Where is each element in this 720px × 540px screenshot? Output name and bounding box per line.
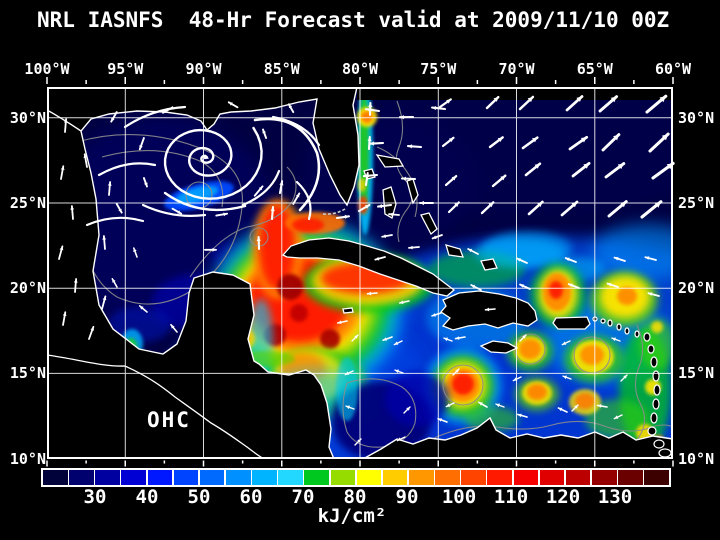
island-lesser-antilles [650,412,658,424]
lat-tick-label: 15°N [9,364,46,383]
colorbar-cell [539,470,565,485]
colorbar-tick-label: 70 [291,486,315,508]
island-lesser-antilles [647,344,655,354]
colorbar-tick-label: 120 [545,486,581,508]
pacific-coastline [47,354,266,459]
colorbar-cell [69,470,94,485]
colorbar-tick-label: 60 [239,486,263,508]
island-puerto-rico [552,316,591,330]
grid-lines [47,87,673,459]
colorbar-tick-label: 80 [343,486,367,508]
lon-tick-label: 70°W [498,60,535,78]
island-lesser-antilles [653,439,665,449]
colorbar-cell [147,470,173,485]
island-lesser-antilles [643,332,651,342]
island-turks-caicos [480,258,498,271]
axis-ticks [46,77,674,467]
island-lesser-antilles [652,370,660,382]
island-bahamas [445,244,464,258]
map-border [47,87,673,459]
lon-tick-label: 80°W [341,60,379,78]
lat-tick-label: 30°N [678,108,715,127]
colorbar-units-label: kJ/cm² [317,505,387,527]
island-bahamas [375,154,405,168]
colorbar-cell [252,470,277,485]
lat-tick-label: 10°N [678,449,715,468]
island-lesser-antilles [616,323,622,331]
colorbar [41,468,671,487]
cyclone-spiral [85,105,321,227]
map-panel: OHC [46,77,675,467]
colorbar-cell [199,470,225,485]
colorbar-cell [382,470,408,485]
current-vectors [58,94,675,446]
lat-tick-label: 15°N [678,364,715,383]
island-lesser-antilles [658,448,672,458]
lat-tick-label: 25°N [9,194,46,212]
map-canvas: OHC [46,77,675,467]
colorbar-cell [43,470,68,485]
colorbar-tick-label: 100 [441,486,477,508]
colorbar-cell [95,470,120,485]
island-lesser-antilles [607,319,613,327]
florida-keys [322,208,346,215]
colorbar-cell [225,470,251,485]
colorbar-cell [304,470,330,485]
lat-tick-label: 10°N [9,449,46,468]
colorbar-cell [591,470,617,485]
island-lesser-antilles [634,330,640,338]
colorbar-cell [461,470,486,485]
field-label: OHC [147,408,191,432]
lon-tick-label: 60°W [654,60,692,78]
colorbar-cell [435,470,460,485]
colorbar-tick-label: 50 [187,486,211,508]
colorbar-tick-label: 110 [493,486,529,508]
colorbar-tick-label: 90 [395,486,419,508]
island-bahamas [420,212,438,236]
lat-tick-label: 20°N [678,279,715,298]
colorbar-tick-label: 40 [135,486,159,508]
island-lesser-antilles [652,398,660,410]
lon-tick-label: 75°W [420,60,457,78]
lon-tick-label: 90°W [185,60,222,78]
lon-tick-label: 85°W [263,60,300,78]
colorbar-cell [618,470,643,485]
island-lesser-antilles [653,384,661,396]
colorbar-cell [487,470,513,485]
colorbar-cell [121,470,147,485]
island-lesser-antilles [647,426,657,436]
island-lesser-antilles [600,318,606,324]
colorbar-cell [565,470,591,485]
colorbar-cell [408,470,434,485]
island-cuba [281,237,456,297]
lon-tick-label: 65°W [576,60,613,78]
island-cayman-islands [342,307,354,314]
colorbar-cell [278,470,303,485]
figure-title: NRL IASNFS 48-Hr Forecast valid at 2009/… [37,8,670,32]
island-lesser-antilles [650,356,658,368]
lat-tick-label: 30°N [9,108,46,127]
lat-tick-label: 25°N [678,194,715,212]
lon-tick-label: 100°W [24,60,70,78]
lat-tick-label: 20°N [9,279,46,298]
colorbar-cell [513,470,539,485]
colorbar-tick-label: 30 [83,486,107,508]
lon-tick-label: 95°W [107,60,144,78]
island-lesser-antilles [624,327,630,335]
colorbar-cell [644,470,669,485]
colorbar-cell [330,470,356,485]
colorbar-cell [356,470,382,485]
colorbar-cell [173,470,199,485]
colorbar-tick-label: 130 [597,486,633,508]
